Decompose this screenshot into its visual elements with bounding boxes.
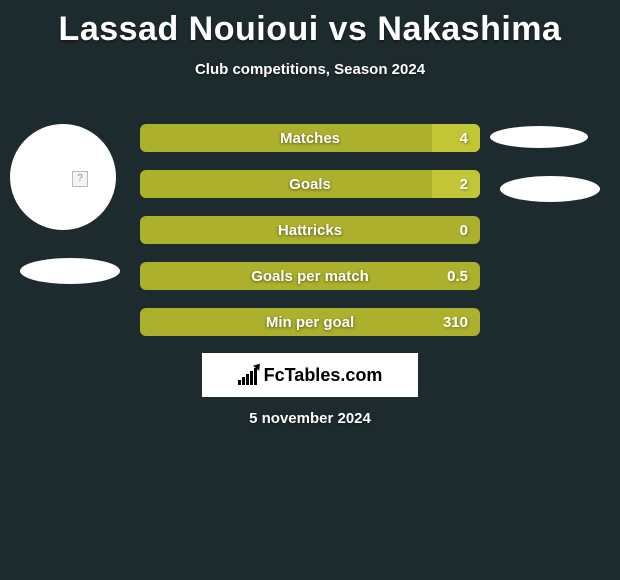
date-label: 5 november 2024 [0,410,620,427]
stats-container: Matches 4 Goals 2 Hattricks 0 Goals per … [140,124,480,354]
page-title: Lassad Nouioui vs Nakashima [0,0,620,49]
stat-row: Goals per match 0.5 [140,262,480,290]
stat-value: 0.5 [447,268,468,285]
player-right-shadow [500,176,600,202]
subtitle: Club competitions, Season 2024 [0,61,620,78]
stat-label: Hattricks [278,222,342,239]
broken-image-icon [72,171,88,187]
brand-logo-icon [238,365,260,385]
player-right-avatar-placeholder [490,126,588,148]
stat-value: 310 [443,314,468,331]
stat-row: Matches 4 [140,124,480,152]
stat-row: Hattricks 0 [140,216,480,244]
player-left-avatar [10,124,116,230]
brand-text: FcTables.com [264,365,383,386]
stat-label: Matches [280,130,340,147]
stat-label: Min per goal [266,314,354,331]
player-left-shadow [20,258,120,284]
stat-fill [432,170,480,198]
stat-row: Min per goal 310 [140,308,480,336]
stat-fill [432,124,480,152]
brand-badge: FcTables.com [202,353,418,397]
stat-value: 4 [460,130,468,147]
stat-value: 0 [460,222,468,239]
stat-row: Goals 2 [140,170,480,198]
stat-value: 2 [460,176,468,193]
stat-label: Goals [289,176,331,193]
stat-label: Goals per match [251,268,369,285]
